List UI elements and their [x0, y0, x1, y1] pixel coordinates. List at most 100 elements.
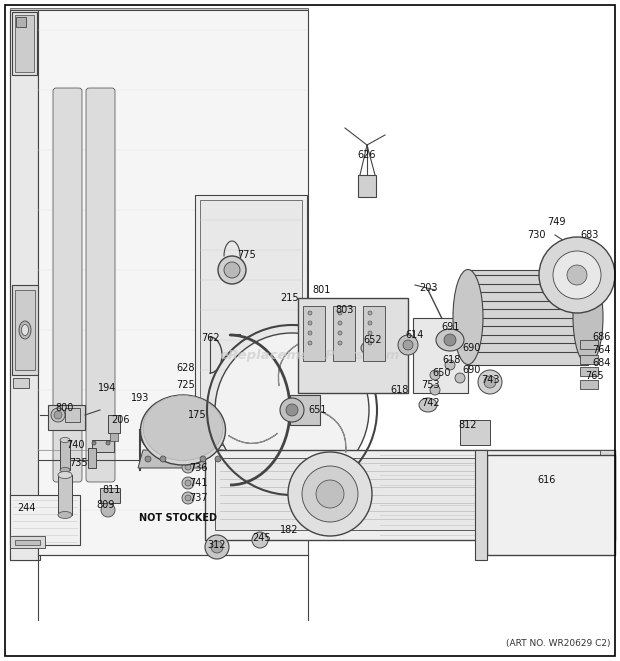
Text: 618: 618 [391, 385, 409, 395]
Circle shape [338, 321, 342, 325]
Circle shape [152, 449, 158, 455]
Circle shape [215, 456, 221, 462]
Bar [108, 415, 120, 433]
Text: 811: 811 [103, 485, 121, 495]
Bar [16, 17, 26, 27]
FancyArrowPatch shape [319, 411, 346, 452]
Text: 740: 740 [66, 440, 84, 450]
Bar [215, 458, 605, 530]
Polygon shape [200, 200, 302, 445]
Circle shape [286, 404, 298, 416]
Polygon shape [88, 90, 113, 480]
Circle shape [145, 456, 151, 462]
Bar [65, 408, 80, 422]
Ellipse shape [573, 270, 603, 364]
Polygon shape [38, 10, 308, 555]
Circle shape [92, 441, 96, 445]
Bar [468, 270, 588, 365]
Circle shape [338, 311, 342, 315]
Circle shape [182, 461, 194, 473]
Text: 684: 684 [592, 358, 610, 368]
Text: 194: 194 [98, 383, 116, 393]
Text: 652: 652 [364, 335, 383, 345]
Text: 730: 730 [527, 230, 546, 240]
Circle shape [224, 262, 240, 278]
Text: 650: 650 [433, 368, 451, 378]
Polygon shape [138, 450, 228, 468]
Text: 616: 616 [538, 475, 556, 485]
Circle shape [430, 370, 440, 380]
Bar [580, 380, 598, 389]
Bar [460, 420, 490, 445]
Text: 741: 741 [188, 478, 207, 488]
Circle shape [218, 256, 246, 284]
Circle shape [539, 237, 615, 313]
Text: 809: 809 [97, 500, 115, 510]
Bar [58, 475, 72, 515]
Circle shape [308, 341, 312, 345]
Ellipse shape [58, 471, 72, 479]
Polygon shape [600, 450, 615, 540]
Circle shape [308, 331, 312, 335]
Bar [475, 450, 487, 560]
Bar [580, 367, 598, 376]
Text: 193: 193 [131, 393, 149, 403]
Bar [290, 395, 320, 425]
Text: 206: 206 [111, 415, 129, 425]
Text: 244: 244 [17, 503, 35, 513]
Text: 800: 800 [56, 403, 74, 413]
Circle shape [368, 341, 372, 345]
Circle shape [182, 449, 188, 455]
Text: 203: 203 [418, 283, 437, 293]
Text: NOT STOCKED: NOT STOCKED [139, 513, 217, 523]
Circle shape [368, 321, 372, 325]
Circle shape [455, 373, 465, 383]
Circle shape [308, 321, 312, 325]
Text: 749: 749 [547, 217, 565, 227]
Bar [88, 448, 96, 468]
Circle shape [338, 331, 342, 335]
Text: 175: 175 [188, 410, 206, 420]
Circle shape [215, 333, 369, 487]
Bar [298, 298, 408, 393]
Circle shape [54, 411, 62, 419]
Polygon shape [48, 405, 85, 430]
Text: (ART NO. WR20629 C2): (ART NO. WR20629 C2) [505, 639, 610, 648]
Text: 626: 626 [358, 150, 376, 160]
Circle shape [302, 466, 358, 522]
Bar [15, 540, 40, 545]
Circle shape [205, 535, 229, 559]
Bar [303, 306, 325, 361]
Circle shape [182, 492, 194, 504]
Ellipse shape [19, 321, 31, 339]
Bar [13, 378, 29, 388]
Text: 618: 618 [443, 355, 461, 365]
FancyArrowPatch shape [228, 434, 278, 444]
Bar [358, 175, 376, 197]
Circle shape [280, 398, 304, 422]
Polygon shape [148, 445, 200, 460]
Circle shape [316, 480, 344, 508]
FancyArrowPatch shape [278, 342, 302, 385]
Text: 775: 775 [237, 250, 257, 260]
Circle shape [51, 408, 65, 422]
Polygon shape [205, 450, 615, 540]
Bar [333, 306, 355, 361]
Circle shape [398, 335, 418, 355]
Polygon shape [10, 536, 45, 548]
Ellipse shape [60, 438, 70, 442]
Circle shape [288, 452, 372, 536]
Polygon shape [12, 285, 38, 375]
Circle shape [403, 340, 413, 350]
Text: 737: 737 [188, 493, 207, 503]
Text: 245: 245 [253, 533, 272, 543]
Text: 812: 812 [459, 420, 477, 430]
Polygon shape [195, 195, 307, 450]
Text: 691: 691 [442, 322, 460, 332]
Circle shape [430, 385, 440, 395]
Ellipse shape [60, 467, 70, 473]
Circle shape [101, 503, 115, 517]
Text: 725: 725 [177, 380, 195, 390]
Ellipse shape [22, 325, 29, 336]
Circle shape [567, 265, 587, 285]
